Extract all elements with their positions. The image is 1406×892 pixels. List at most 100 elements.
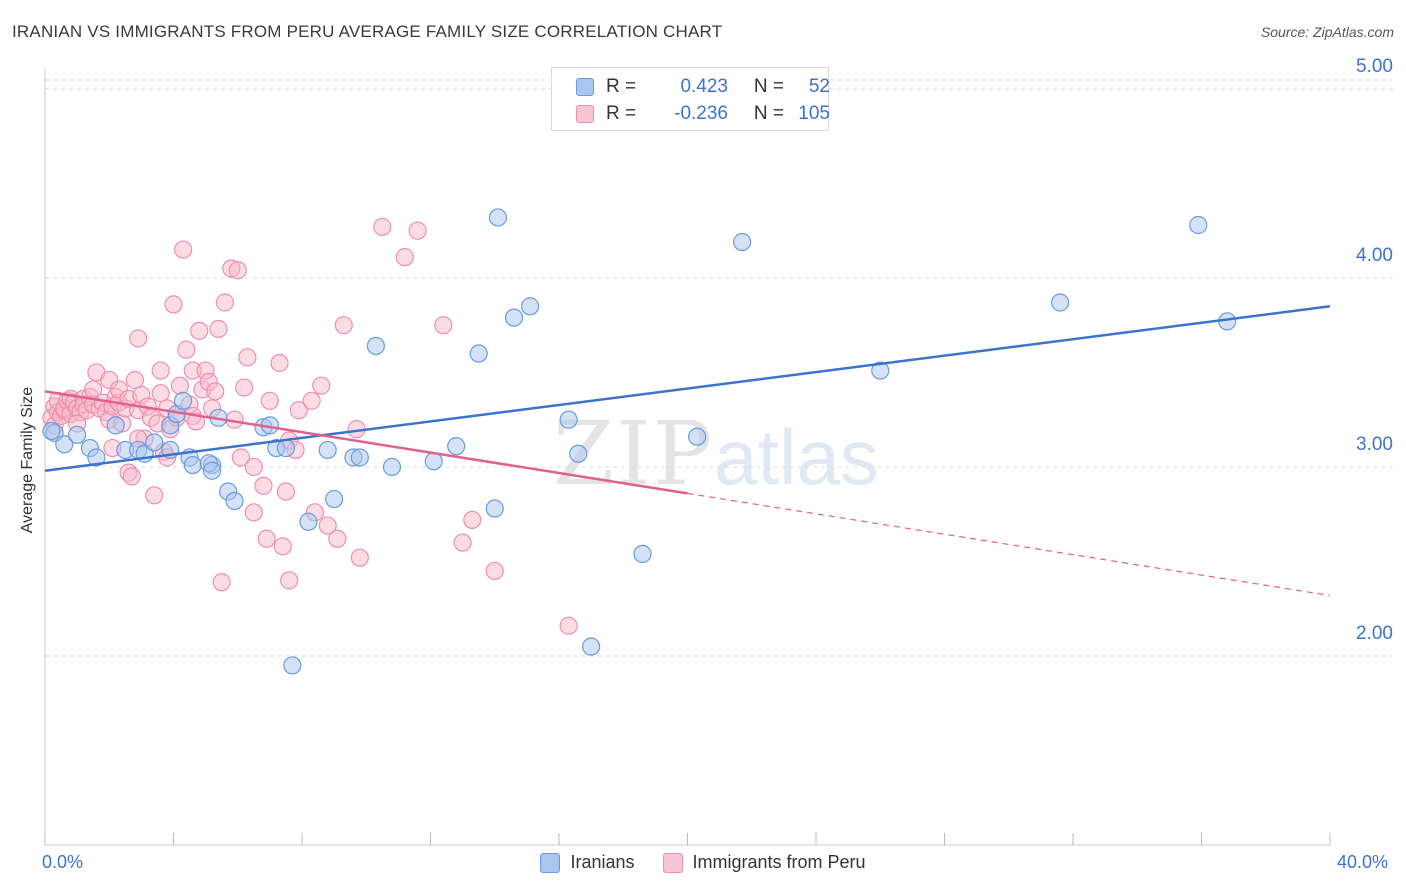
iranian-point [276, 438, 296, 458]
iranian-point [68, 425, 87, 444]
peru-point [334, 316, 353, 335]
peru-point [312, 376, 331, 395]
legend-n-value: 52 [808, 76, 830, 97]
x-tick-label-max: 40.0% [1337, 852, 1389, 872]
iranian-point [871, 361, 890, 380]
peru-point [257, 529, 276, 548]
peru-point [129, 329, 148, 348]
legend-item-iranians: Iranians [540, 852, 635, 873]
iranian-point [1189, 215, 1208, 235]
peru-point [231, 448, 251, 467]
peru-point [228, 261, 247, 280]
peru-point [463, 510, 482, 529]
source-label: Source: ZipAtlas.com [1260, 24, 1394, 40]
peru-point [273, 537, 292, 556]
peru-point [485, 561, 504, 581]
iranian-point [183, 455, 202, 475]
iranian-point [485, 499, 504, 518]
peru-point [238, 348, 257, 367]
legend-r-value: 0.423 [680, 76, 728, 97]
peru-point [215, 293, 234, 312]
iranian-point [559, 410, 578, 429]
iranian-point [299, 512, 318, 531]
iranian-point [633, 544, 652, 564]
iranian-point [469, 344, 488, 363]
iranian-point [42, 421, 61, 441]
peru-point [408, 221, 427, 240]
iranian-point [447, 437, 466, 456]
stats-legend: R = 0.423 N = 52 R = -0.236 N = 105 [551, 67, 830, 131]
peru-point [164, 295, 183, 314]
legend-r-label: R = [606, 76, 637, 97]
legend-n-value: 105 [798, 103, 830, 124]
peru-point [350, 548, 369, 567]
peru-point [151, 384, 170, 403]
y-tick-label: 5.00 [1356, 56, 1393, 77]
legend-r-value: -0.236 [674, 103, 728, 124]
peru-point [260, 391, 279, 410]
y-tick-label: 2.00 [1356, 623, 1393, 644]
iranian-point [382, 457, 402, 477]
peru-point [395, 248, 414, 267]
peru-point [280, 571, 299, 590]
peru-point [125, 370, 145, 390]
peru-point [328, 529, 347, 548]
peru-point [212, 573, 231, 592]
legend-swatch-peru [662, 852, 683, 873]
iranian-point [504, 308, 524, 327]
peru-point [244, 457, 263, 477]
iranian-point [582, 637, 601, 656]
peru-trend-line-extrapolated [687, 492, 1331, 597]
iranian-point [318, 440, 337, 460]
iranian-point [688, 427, 707, 446]
peru-point [122, 467, 141, 486]
legend-row-peru: R = -0.236 N = 105 [576, 101, 830, 127]
x-tick-label-min: 0.0% [42, 852, 84, 872]
iranian-point [488, 208, 508, 227]
peru-point [209, 319, 228, 339]
iranian-point [350, 448, 369, 467]
peru-point [289, 401, 308, 420]
peru-point [559, 616, 578, 635]
legend-label-iranians: Iranians [570, 852, 635, 872]
peru-point [373, 217, 392, 236]
peru-point [177, 340, 196, 359]
iranian-point [202, 461, 222, 480]
peru-point [270, 353, 289, 373]
iranian-point [225, 491, 244, 511]
legend-r-label: R = [606, 103, 637, 124]
peru-point [318, 516, 337, 535]
legend-swatch-iranians [540, 852, 561, 873]
peru-point [254, 476, 273, 495]
peru-point [186, 412, 206, 431]
peru-point [170, 376, 190, 395]
legend-n-label: N = [753, 76, 784, 97]
peru-point [434, 316, 453, 335]
iranian-point [283, 656, 302, 675]
legend-row-iranians: R = 0.423 N = 52 [576, 74, 830, 100]
iranian-point [569, 444, 588, 463]
iranians-trend-line [44, 305, 1331, 472]
iranian-point [145, 433, 164, 452]
legend-label-peru: Immigrants from Peru [692, 852, 866, 872]
peru-point [151, 361, 170, 380]
iranian-point [87, 448, 106, 467]
peru-point [145, 486, 164, 505]
peru-point [453, 533, 472, 552]
peru-point [174, 240, 193, 259]
legend-n-label: N = [753, 103, 784, 124]
peru-point [206, 382, 225, 401]
peru-point [190, 321, 209, 340]
iranian-point [325, 489, 344, 509]
peru-point [244, 503, 263, 522]
y-tick-label: 4.00 [1356, 245, 1393, 266]
iranian-point [1051, 293, 1070, 312]
iranian-point [520, 297, 540, 316]
peru-point [276, 482, 296, 501]
chart-title: IRANIAN VS IMMIGRANTS FROM PERU AVERAGE … [12, 22, 723, 41]
iranian-point [366, 336, 385, 356]
peru-point [302, 391, 321, 410]
iranian-point [733, 232, 752, 252]
iranian-point [424, 452, 443, 471]
